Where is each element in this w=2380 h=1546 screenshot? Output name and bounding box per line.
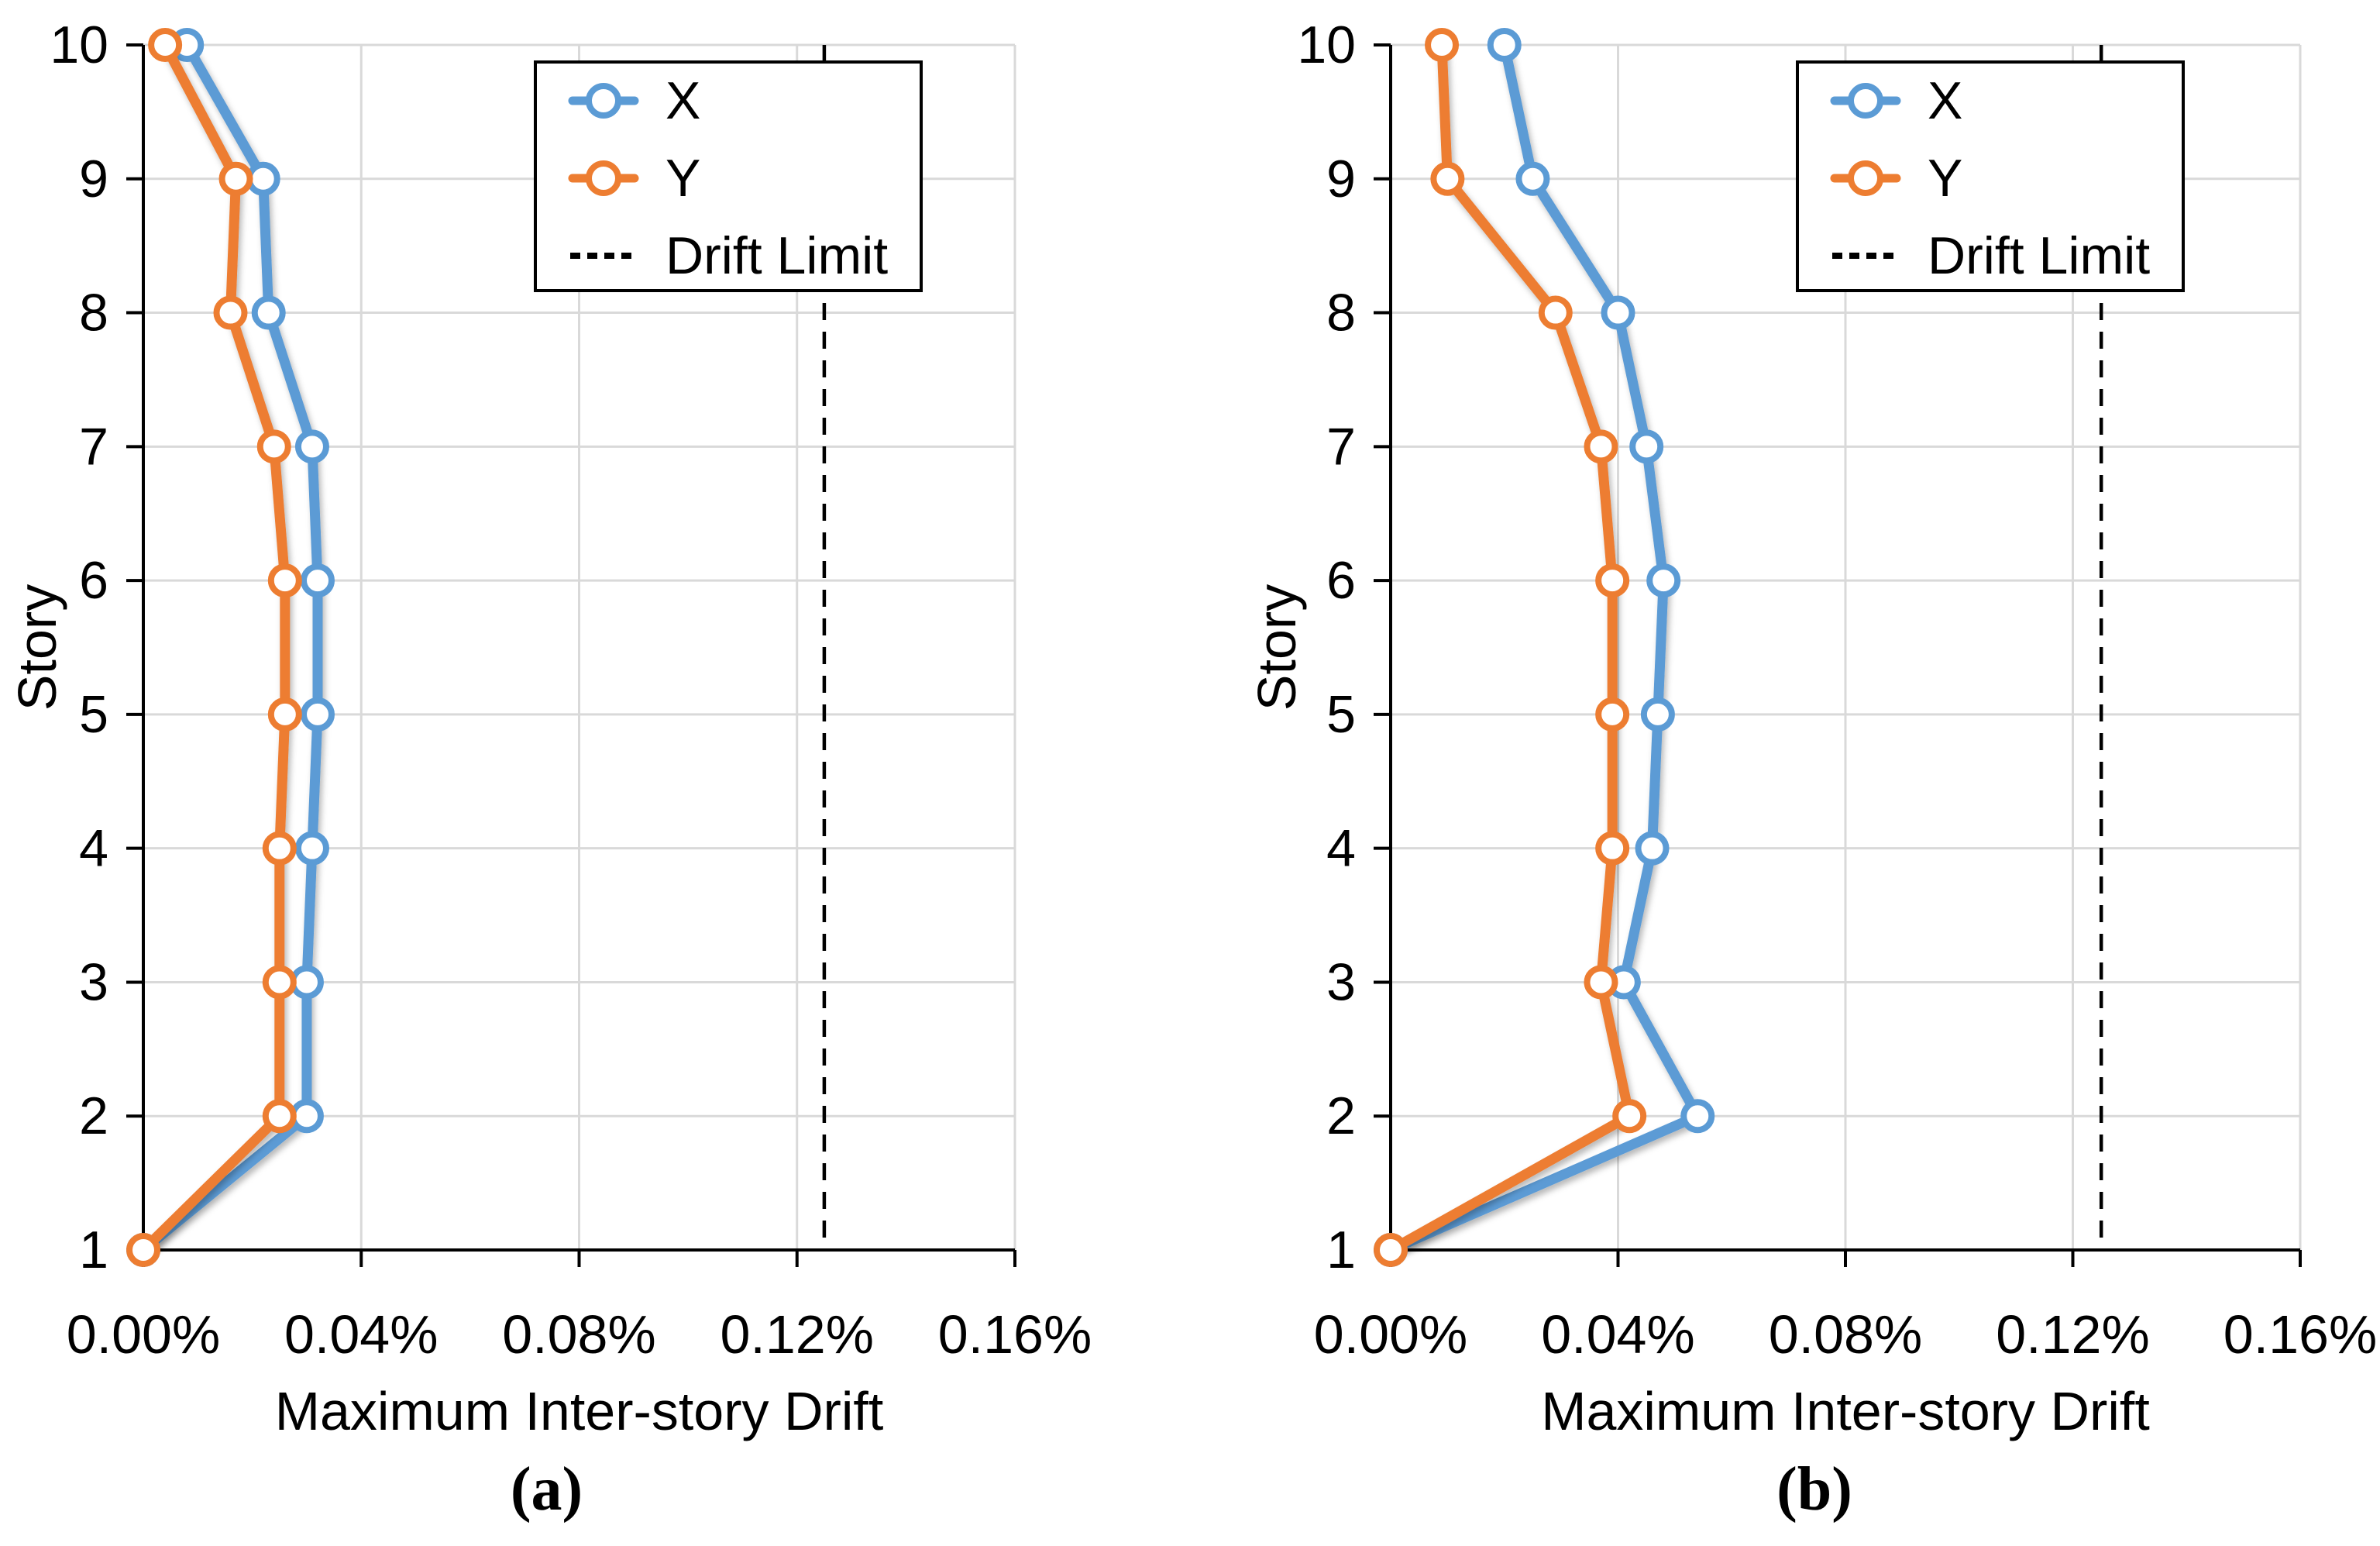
x-tick-label: 0.00% bbox=[67, 1304, 220, 1365]
story-tick-label: 4 bbox=[79, 819, 108, 878]
series-y-marker bbox=[126, 1233, 160, 1267]
story-tick-label: 5 bbox=[1326, 685, 1356, 744]
legend-label-y: Y bbox=[666, 149, 700, 208]
series-x-marker bbox=[1646, 563, 1681, 598]
series-x-marker bbox=[301, 563, 335, 598]
story-tick-label: 8 bbox=[1326, 284, 1356, 343]
series-y-marker bbox=[1595, 831, 1630, 866]
x-axis-title: Maximum Inter-story Drift bbox=[275, 1381, 884, 1441]
series-y-marker bbox=[1595, 697, 1630, 732]
legend: XY Drift Limit bbox=[1796, 60, 2185, 292]
series-y-line bbox=[138, 40, 291, 1255]
legend-sample-y-marker bbox=[1848, 160, 1883, 196]
story-tick-label: 2 bbox=[1326, 1086, 1356, 1145]
y-axis-title: Story bbox=[7, 584, 67, 711]
story-tick-label: 7 bbox=[1326, 417, 1356, 476]
series-y-marker bbox=[1612, 1099, 1647, 1134]
subfigure-a: 1 2 3 4 5 6 7 8 9 10 0.00% 0.04% 0.08% 0.12% 0.16% Maxi… bbox=[7, 15, 1092, 1524]
axes bbox=[1374, 43, 2302, 1267]
story-tick-label: 7 bbox=[79, 417, 108, 476]
series-y-marker bbox=[267, 697, 302, 732]
legend-label-y: Y bbox=[1928, 149, 1962, 208]
legend-label-x: X bbox=[1928, 71, 1962, 130]
series-y-marker bbox=[256, 429, 291, 464]
series-x-marker bbox=[1640, 697, 1675, 732]
series-y-marker bbox=[218, 161, 253, 196]
story-tick-label: 6 bbox=[1326, 551, 1356, 610]
series-x-line bbox=[138, 40, 323, 1255]
series-y-marker bbox=[262, 1099, 297, 1134]
axes bbox=[126, 43, 1016, 1267]
series-x-marker bbox=[1680, 1099, 1715, 1134]
story-tick-label: 1 bbox=[79, 1221, 108, 1279]
x-tick-label: 0.12% bbox=[721, 1304, 874, 1365]
story-tick-label: 6 bbox=[79, 551, 108, 610]
legend-sample-y-marker bbox=[586, 160, 621, 196]
legend-label-drift-limit: Drift Limit bbox=[1928, 226, 2150, 285]
story-tick-label: 9 bbox=[79, 150, 108, 208]
story-tick-label: 3 bbox=[79, 952, 108, 1011]
series-y-group bbox=[126, 28, 302, 1267]
series-x-marker bbox=[289, 965, 324, 1000]
x-tick-label: 0.04% bbox=[1541, 1304, 1694, 1365]
series-x-marker bbox=[294, 429, 329, 464]
y-axis-title: Story bbox=[1247, 584, 1307, 711]
series-x-marker bbox=[1515, 161, 1550, 196]
series-x-group bbox=[1374, 28, 1715, 1267]
series-y-marker bbox=[213, 295, 248, 330]
story-tick-label: 1 bbox=[1326, 1221, 1356, 1279]
story-tick-label: 10 bbox=[50, 15, 108, 74]
chart-a-canvas: 1 2 3 4 5 6 7 8 9 10 0.00% 0.04% 0.08% 0.12% 0.16% Maxi… bbox=[7, 15, 1092, 1524]
series-y-marker bbox=[262, 965, 297, 1000]
series-x-marker bbox=[1635, 831, 1670, 866]
subfigure-b: 1 2 3 4 5 6 7 8 9 10 0.00% 0.04% 0.08% 0.12% 0.16% Maxi… bbox=[1190, 0, 2380, 1546]
series-y-marker bbox=[148, 28, 183, 62]
legend-sample-x-marker bbox=[1848, 83, 1883, 119]
x-tick-label: 0.08% bbox=[502, 1304, 655, 1365]
x-tick-label: 0.16% bbox=[2224, 1304, 2377, 1365]
series-y-marker bbox=[1538, 295, 1573, 330]
series-y-marker bbox=[1430, 161, 1465, 196]
legend: XY Drift Limit bbox=[534, 60, 923, 292]
story-tick-label: 3 bbox=[1326, 952, 1356, 1011]
x-tick-label: 0.08% bbox=[1769, 1304, 1922, 1365]
series-x-marker bbox=[301, 697, 335, 732]
legend-label-x: X bbox=[666, 71, 700, 130]
series-y-marker bbox=[1584, 965, 1618, 1000]
series-x-marker bbox=[1487, 28, 1522, 62]
panel-caption: (a) bbox=[511, 1455, 583, 1524]
series-y-marker bbox=[1584, 429, 1618, 464]
chart-b-canvas: 1 2 3 4 5 6 7 8 9 10 0.00% 0.04% 0.08% 0.12% 0.16% Maxi… bbox=[1247, 15, 2377, 1524]
legend-sample-x-marker bbox=[586, 83, 621, 119]
story-tick-label: 5 bbox=[79, 685, 108, 744]
series-x-marker bbox=[289, 1099, 324, 1134]
x-tick-label: 0.04% bbox=[284, 1304, 438, 1365]
x-tick-label: 0.00% bbox=[1314, 1304, 1467, 1365]
series-x-marker bbox=[246, 161, 280, 196]
series-x-marker bbox=[1601, 295, 1635, 330]
series-y-marker bbox=[1374, 1233, 1408, 1267]
legend-label-drift-limit: Drift Limit bbox=[666, 226, 888, 285]
story-tick-label: 2 bbox=[79, 1086, 108, 1145]
series-y-marker bbox=[1595, 563, 1630, 598]
series-y-line bbox=[1385, 40, 1635, 1255]
series-x-line bbox=[1385, 40, 1703, 1255]
panel-caption: (b) bbox=[1776, 1455, 1852, 1524]
series-y-group bbox=[1374, 28, 1647, 1267]
story-tick-label: 9 bbox=[1326, 150, 1356, 208]
story-tick-label: 10 bbox=[1297, 15, 1356, 74]
story-tick-label: 4 bbox=[1326, 819, 1356, 878]
x-axis-title: Maximum Inter-story Drift bbox=[1541, 1381, 2150, 1441]
series-y-marker bbox=[1425, 28, 1460, 62]
series-x-marker bbox=[294, 831, 329, 866]
series-x-marker bbox=[251, 295, 286, 330]
story-tick-label: 8 bbox=[79, 284, 108, 343]
x-tick-label: 0.12% bbox=[1996, 1304, 2149, 1365]
series-y-marker bbox=[262, 831, 297, 866]
series-y-marker bbox=[267, 563, 302, 598]
series-x-marker bbox=[1629, 429, 1664, 464]
gridlines bbox=[1391, 43, 2302, 1250]
x-tick-label: 0.16% bbox=[938, 1304, 1092, 1365]
